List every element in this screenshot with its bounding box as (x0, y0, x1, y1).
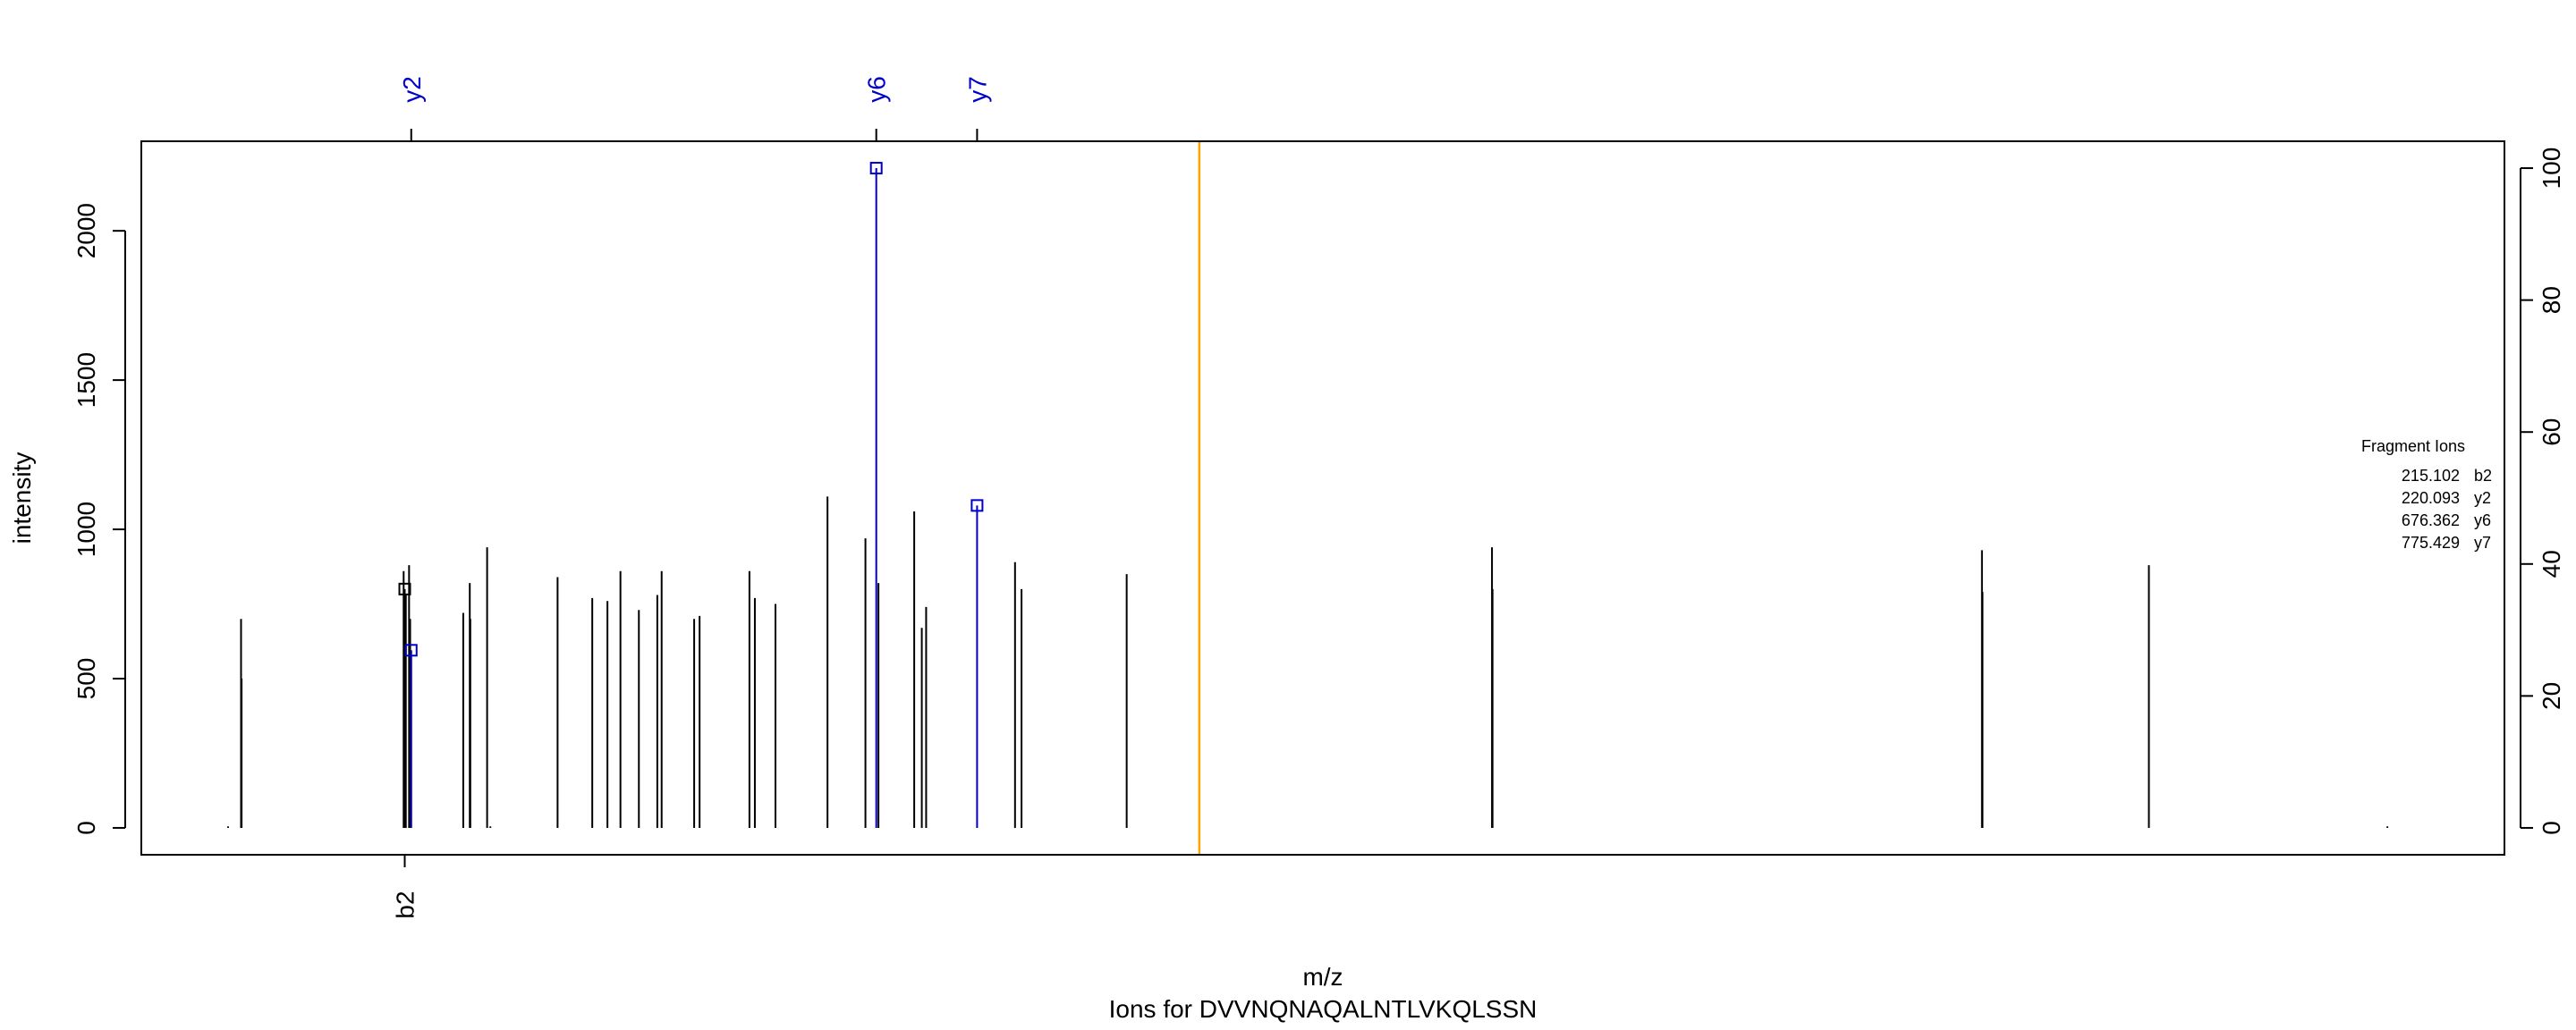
y2-tick-label-20: 20 (2538, 682, 2565, 710)
legend-ion-b2: b2 (2474, 467, 2492, 485)
top-ion-label-y6: y6 (863, 76, 891, 103)
legend-mz-y6: 676.362 (2402, 511, 2460, 529)
y-tick-label-1500: 1500 (72, 352, 100, 408)
ion-marker-y7 (970, 499, 984, 512)
x-axis-label: m/z (1302, 963, 1343, 991)
plot-frame (140, 140, 2505, 856)
y-tick-label-500: 500 (72, 658, 100, 700)
y-tick-label-0: 0 (72, 821, 100, 835)
legend-ion-y2: y2 (2474, 489, 2491, 507)
bottom-ion-label-b2: b2 (391, 891, 419, 918)
legend-mz-y2: 220.093 (2402, 489, 2460, 507)
legend-mz-b2: 215.102 (2402, 467, 2460, 485)
y2-tick-label-40: 40 (2538, 550, 2565, 578)
y-tick-label-1000: 1000 (72, 502, 100, 557)
y2-tick-label-0: 0 (2538, 821, 2565, 835)
ion-marker-y6 (869, 162, 883, 175)
y2-tick-label-60: 60 (2538, 418, 2565, 446)
y-axis-label: intensity (8, 452, 36, 545)
ion-marker-y2 (404, 644, 418, 657)
top-ion-axis: y2 y6 y7 (398, 76, 991, 142)
top-ion-label-y7: y7 (963, 76, 991, 103)
legend-title: Fragment Ions (2361, 437, 2465, 455)
ion-marker-b2 (398, 582, 411, 595)
legend-mz-y7: 775.429 (2402, 534, 2460, 552)
fragment-ions-group (398, 162, 984, 828)
y-tick-label-2000: 2000 (72, 203, 100, 258)
legend-ion-y7: y7 (2474, 534, 2491, 552)
top-ion-label-y2: y2 (398, 76, 426, 103)
chart-title: Ions for DVVNQNAQALNTLVKQLSSN (1109, 995, 1538, 1023)
fragment-ions-legend: Fragment Ions 215.102 b2 220.093 y2 676.362 y… (2361, 437, 2492, 552)
y2-tick-label-80: 80 (2538, 286, 2565, 314)
y-axis-left: 0 500 1000 1500 2000 (72, 203, 126, 835)
legend-ion-y6: y6 (2474, 511, 2491, 529)
y2-tick-label-100: 100 (2538, 148, 2565, 190)
y-axis-right: 0 20 40 60 80 100 (2520, 148, 2565, 835)
bottom-ion-axis: b2 (391, 855, 419, 919)
